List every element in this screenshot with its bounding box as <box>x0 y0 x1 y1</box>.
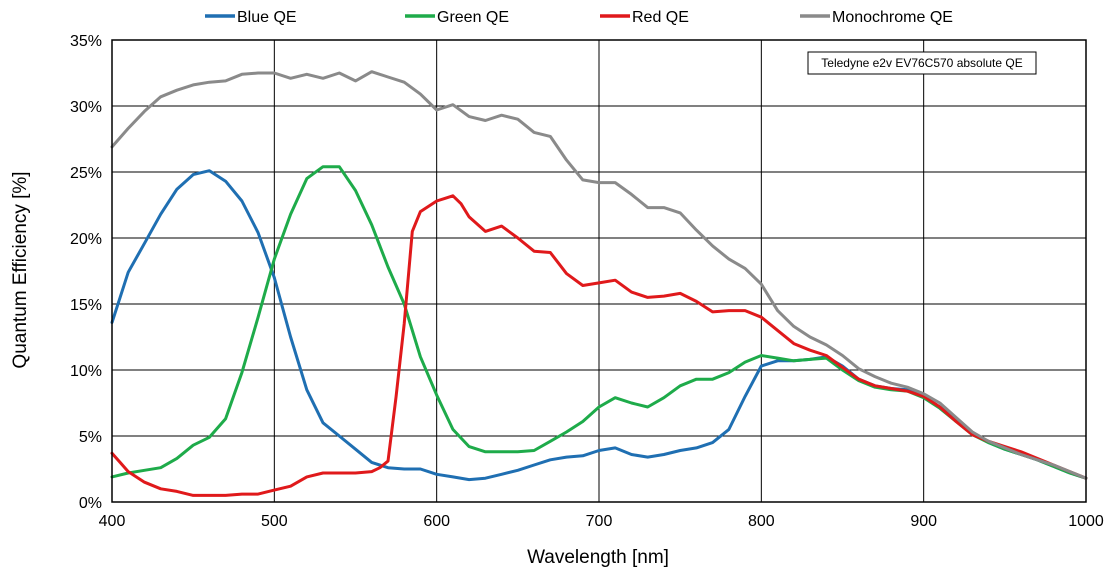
legend-item-monochrome-qe: Monochrome QE <box>800 9 953 26</box>
y-tick-label: 15% <box>70 297 102 314</box>
series-group <box>110 70 1088 497</box>
y-tick-label: 30% <box>70 99 102 116</box>
grid <box>111 39 1087 503</box>
y-tick-label: 25% <box>70 165 102 182</box>
y-tick-label: 0% <box>79 495 102 512</box>
tick-labels: 0% 5% 10% 15% 20% 25% 30% 35% 400 500 600 700 800 900… <box>70 33 1104 530</box>
y-tick-label: 10% <box>70 363 102 380</box>
legend-label: Monochrome QE <box>832 9 953 26</box>
x-tick-label: 500 <box>261 513 288 530</box>
y-tick-label: 5% <box>79 429 102 446</box>
legend-label: Blue QE <box>237 9 297 26</box>
annotation-box: Teledyne e2v EV76C570 absolute QE <box>807 51 1037 75</box>
x-axis-title: Wavelength [nm] <box>527 547 669 568</box>
legend-item-red-qe: Red QE <box>600 9 689 26</box>
legend-item-green-qe: Green QE <box>405 9 509 26</box>
x-tick-label: 600 <box>423 513 450 530</box>
series-line-red-qe <box>110 194 1088 497</box>
y-tick-label: 20% <box>70 231 102 248</box>
x-tick-label: 1000 <box>1068 513 1104 530</box>
series-line-monochrome-qe <box>110 70 1088 480</box>
legend: Blue QE Green QE Red QE Monochrome QE <box>205 9 953 26</box>
x-tick-label: 400 <box>99 513 126 530</box>
legend-label: Red QE <box>632 9 689 26</box>
x-tick-label: 900 <box>910 513 937 530</box>
y-tick-label: 35% <box>70 33 102 50</box>
x-tick-label: 700 <box>586 513 613 530</box>
legend-label: Green QE <box>437 9 509 26</box>
legend-item-blue-qe: Blue QE <box>205 9 297 26</box>
x-tick-label: 800 <box>748 513 775 530</box>
annotation-text: Teledyne e2v EV76C570 absolute QE <box>821 56 1022 70</box>
y-axis-title: Quantum Efficiency [%] <box>10 171 31 368</box>
plot-frame <box>111 39 1087 503</box>
